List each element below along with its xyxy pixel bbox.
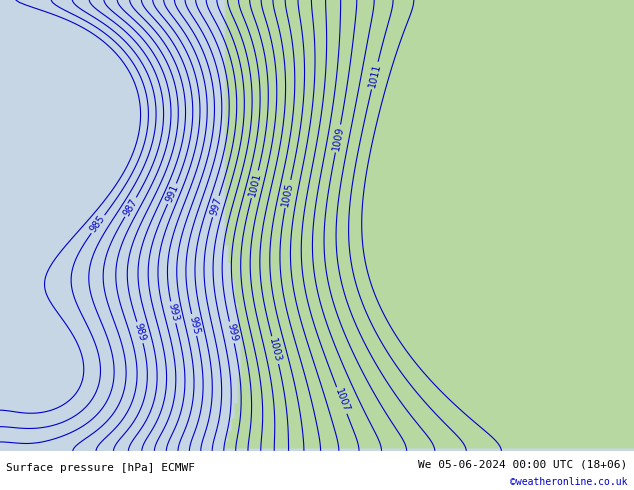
Text: Surface pressure [hPa] ECMWF: Surface pressure [hPa] ECMWF [6,464,195,473]
Text: 987: 987 [122,196,139,218]
Text: ©weatheronline.co.uk: ©weatheronline.co.uk [510,477,628,487]
Text: We 05-06-2024 00:00 UTC (18+06): We 05-06-2024 00:00 UTC (18+06) [418,460,628,469]
Text: 989: 989 [133,322,148,343]
Text: 1001: 1001 [247,171,262,197]
Text: 993: 993 [166,302,180,322]
Text: 985: 985 [88,214,107,235]
Text: 997: 997 [209,196,223,217]
Text: 1003: 1003 [268,337,283,363]
Text: 1007: 1007 [333,387,351,414]
Text: 1009: 1009 [331,125,345,151]
Text: 1011: 1011 [367,63,382,89]
Text: 999: 999 [225,322,238,343]
Text: 991: 991 [164,183,180,204]
Text: 995: 995 [187,315,201,335]
Text: 1005: 1005 [280,181,295,207]
